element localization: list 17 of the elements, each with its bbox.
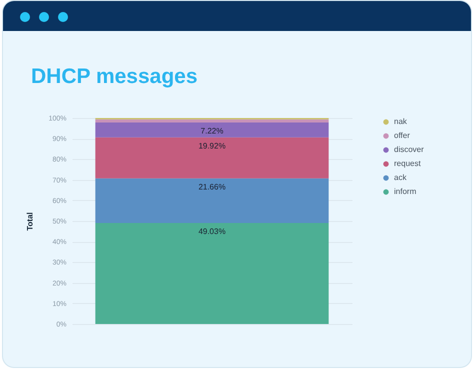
legend-label: discover <box>394 145 424 154</box>
bar <box>95 223 329 324</box>
data-label: 49.03% <box>198 227 226 236</box>
legend-label: nak <box>394 117 408 126</box>
bar <box>95 122 329 138</box>
data-label: 19.92% <box>198 141 226 150</box>
legend-label: offer <box>394 131 410 140</box>
legend-label: inform <box>394 187 417 196</box>
data-label: 7.22% <box>200 126 224 136</box>
bar <box>95 178 329 223</box>
y-axis-title: Total <box>26 212 35 231</box>
bar <box>95 119 329 122</box>
chart-title: DHCP messages <box>31 65 198 89</box>
bar <box>95 137 329 178</box>
legend-label: request <box>394 159 422 168</box>
legend-label: ack <box>394 173 408 182</box>
data-label: 21.66% <box>198 182 226 192</box>
